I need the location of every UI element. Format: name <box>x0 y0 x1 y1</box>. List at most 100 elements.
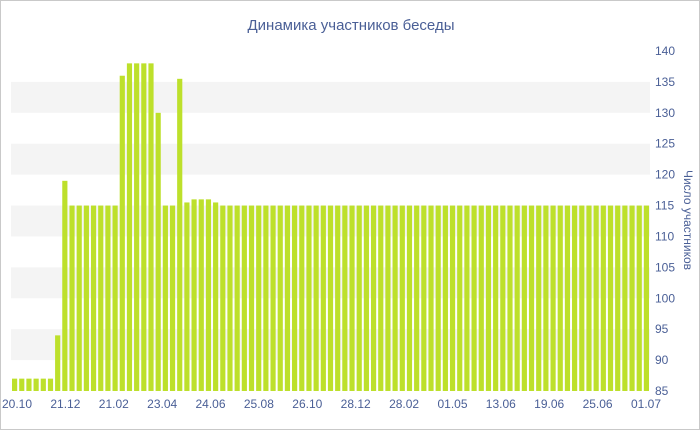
bar <box>47 378 54 391</box>
bar <box>428 205 434 391</box>
bar <box>12 378 18 391</box>
bar <box>320 205 326 391</box>
bar <box>335 205 341 391</box>
y-tick-label: 95 <box>655 322 669 336</box>
bar <box>105 205 111 391</box>
x-tick-labels: 20.10 21.12 21.02 23.04 24.06 25.08 26.10 28.12… <box>2 397 661 411</box>
bar <box>119 75 125 391</box>
bar <box>69 205 75 391</box>
bar <box>205 199 212 391</box>
bar <box>256 205 262 391</box>
bar <box>572 205 578 391</box>
bar <box>629 205 635 391</box>
bar <box>493 205 499 391</box>
bar <box>615 205 621 391</box>
x-tick-label: 21.12 <box>50 397 80 411</box>
bar <box>643 205 649 391</box>
bar <box>169 205 176 391</box>
x-tick-label: 24.06 <box>195 397 225 411</box>
bar <box>550 205 556 391</box>
y-tick-label: 90 <box>655 353 669 367</box>
bar <box>586 205 592 391</box>
bar <box>543 205 549 391</box>
bar <box>220 205 226 391</box>
bar <box>76 205 82 391</box>
grid-band <box>11 81 650 113</box>
bar <box>284 205 291 391</box>
x-tick-label: 25.08 <box>244 397 274 411</box>
bar <box>464 205 470 391</box>
bar <box>421 205 427 391</box>
bar <box>299 205 305 391</box>
bar <box>184 202 190 391</box>
bar <box>507 205 513 391</box>
x-tick-label: 19.06 <box>534 397 564 411</box>
bar <box>349 205 355 391</box>
x-tick-label: 28.02 <box>389 397 419 411</box>
bar <box>593 205 599 391</box>
x-tick-label: 01.07 <box>631 397 661 411</box>
bar <box>485 205 492 391</box>
chart-title: Динамика участников беседы <box>248 17 455 34</box>
x-tick-label: 28.12 <box>341 397 371 411</box>
bar <box>399 205 405 391</box>
bar <box>191 199 197 391</box>
bar <box>234 205 240 391</box>
x-tick-label: 26.10 <box>292 397 322 411</box>
x-tick-label: 20.10 <box>2 397 32 411</box>
grid-band <box>11 143 650 175</box>
bar <box>564 205 571 391</box>
bar <box>378 205 384 391</box>
bar <box>600 205 606 391</box>
bar <box>342 205 348 391</box>
bar <box>277 205 283 391</box>
bar <box>213 202 219 391</box>
bar <box>248 205 255 391</box>
y-tick-label: 140 <box>655 44 675 58</box>
bar <box>622 205 628 391</box>
bar <box>449 205 456 391</box>
bar <box>471 205 477 391</box>
bar <box>40 378 46 391</box>
bar <box>198 199 204 391</box>
y-tick-label: 100 <box>655 291 675 305</box>
y-tick-label: 110 <box>655 229 674 243</box>
bar <box>514 205 520 391</box>
bar <box>292 205 298 391</box>
x-tick-label: 23.04 <box>147 397 177 411</box>
bar <box>148 63 154 392</box>
bar <box>33 378 39 391</box>
bar <box>177 78 183 391</box>
bar <box>500 205 506 391</box>
y-tick-label: 115 <box>655 199 674 213</box>
bar <box>414 205 420 391</box>
bar <box>442 205 448 391</box>
bar <box>435 205 441 391</box>
bar <box>126 63 133 392</box>
y-tick-label: 130 <box>655 106 675 120</box>
y-tick-label: 135 <box>655 75 675 89</box>
bars <box>12 63 649 392</box>
bar <box>19 378 25 391</box>
bar <box>579 205 585 391</box>
bar <box>406 205 413 391</box>
y-tick-label: 125 <box>655 137 675 151</box>
bar <box>392 205 398 391</box>
bar <box>636 205 642 391</box>
bar <box>363 205 369 391</box>
y-tick-label: 105 <box>655 260 675 274</box>
bar <box>607 205 614 391</box>
bar <box>26 378 32 391</box>
bar <box>112 205 118 391</box>
bar <box>227 205 233 391</box>
bar <box>141 63 147 392</box>
bar <box>241 205 247 391</box>
bar <box>536 205 542 391</box>
bar <box>356 205 362 391</box>
bar <box>270 205 276 391</box>
bar <box>134 63 140 392</box>
x-tick-label: 21.02 <box>99 397 129 411</box>
bar <box>385 205 391 391</box>
